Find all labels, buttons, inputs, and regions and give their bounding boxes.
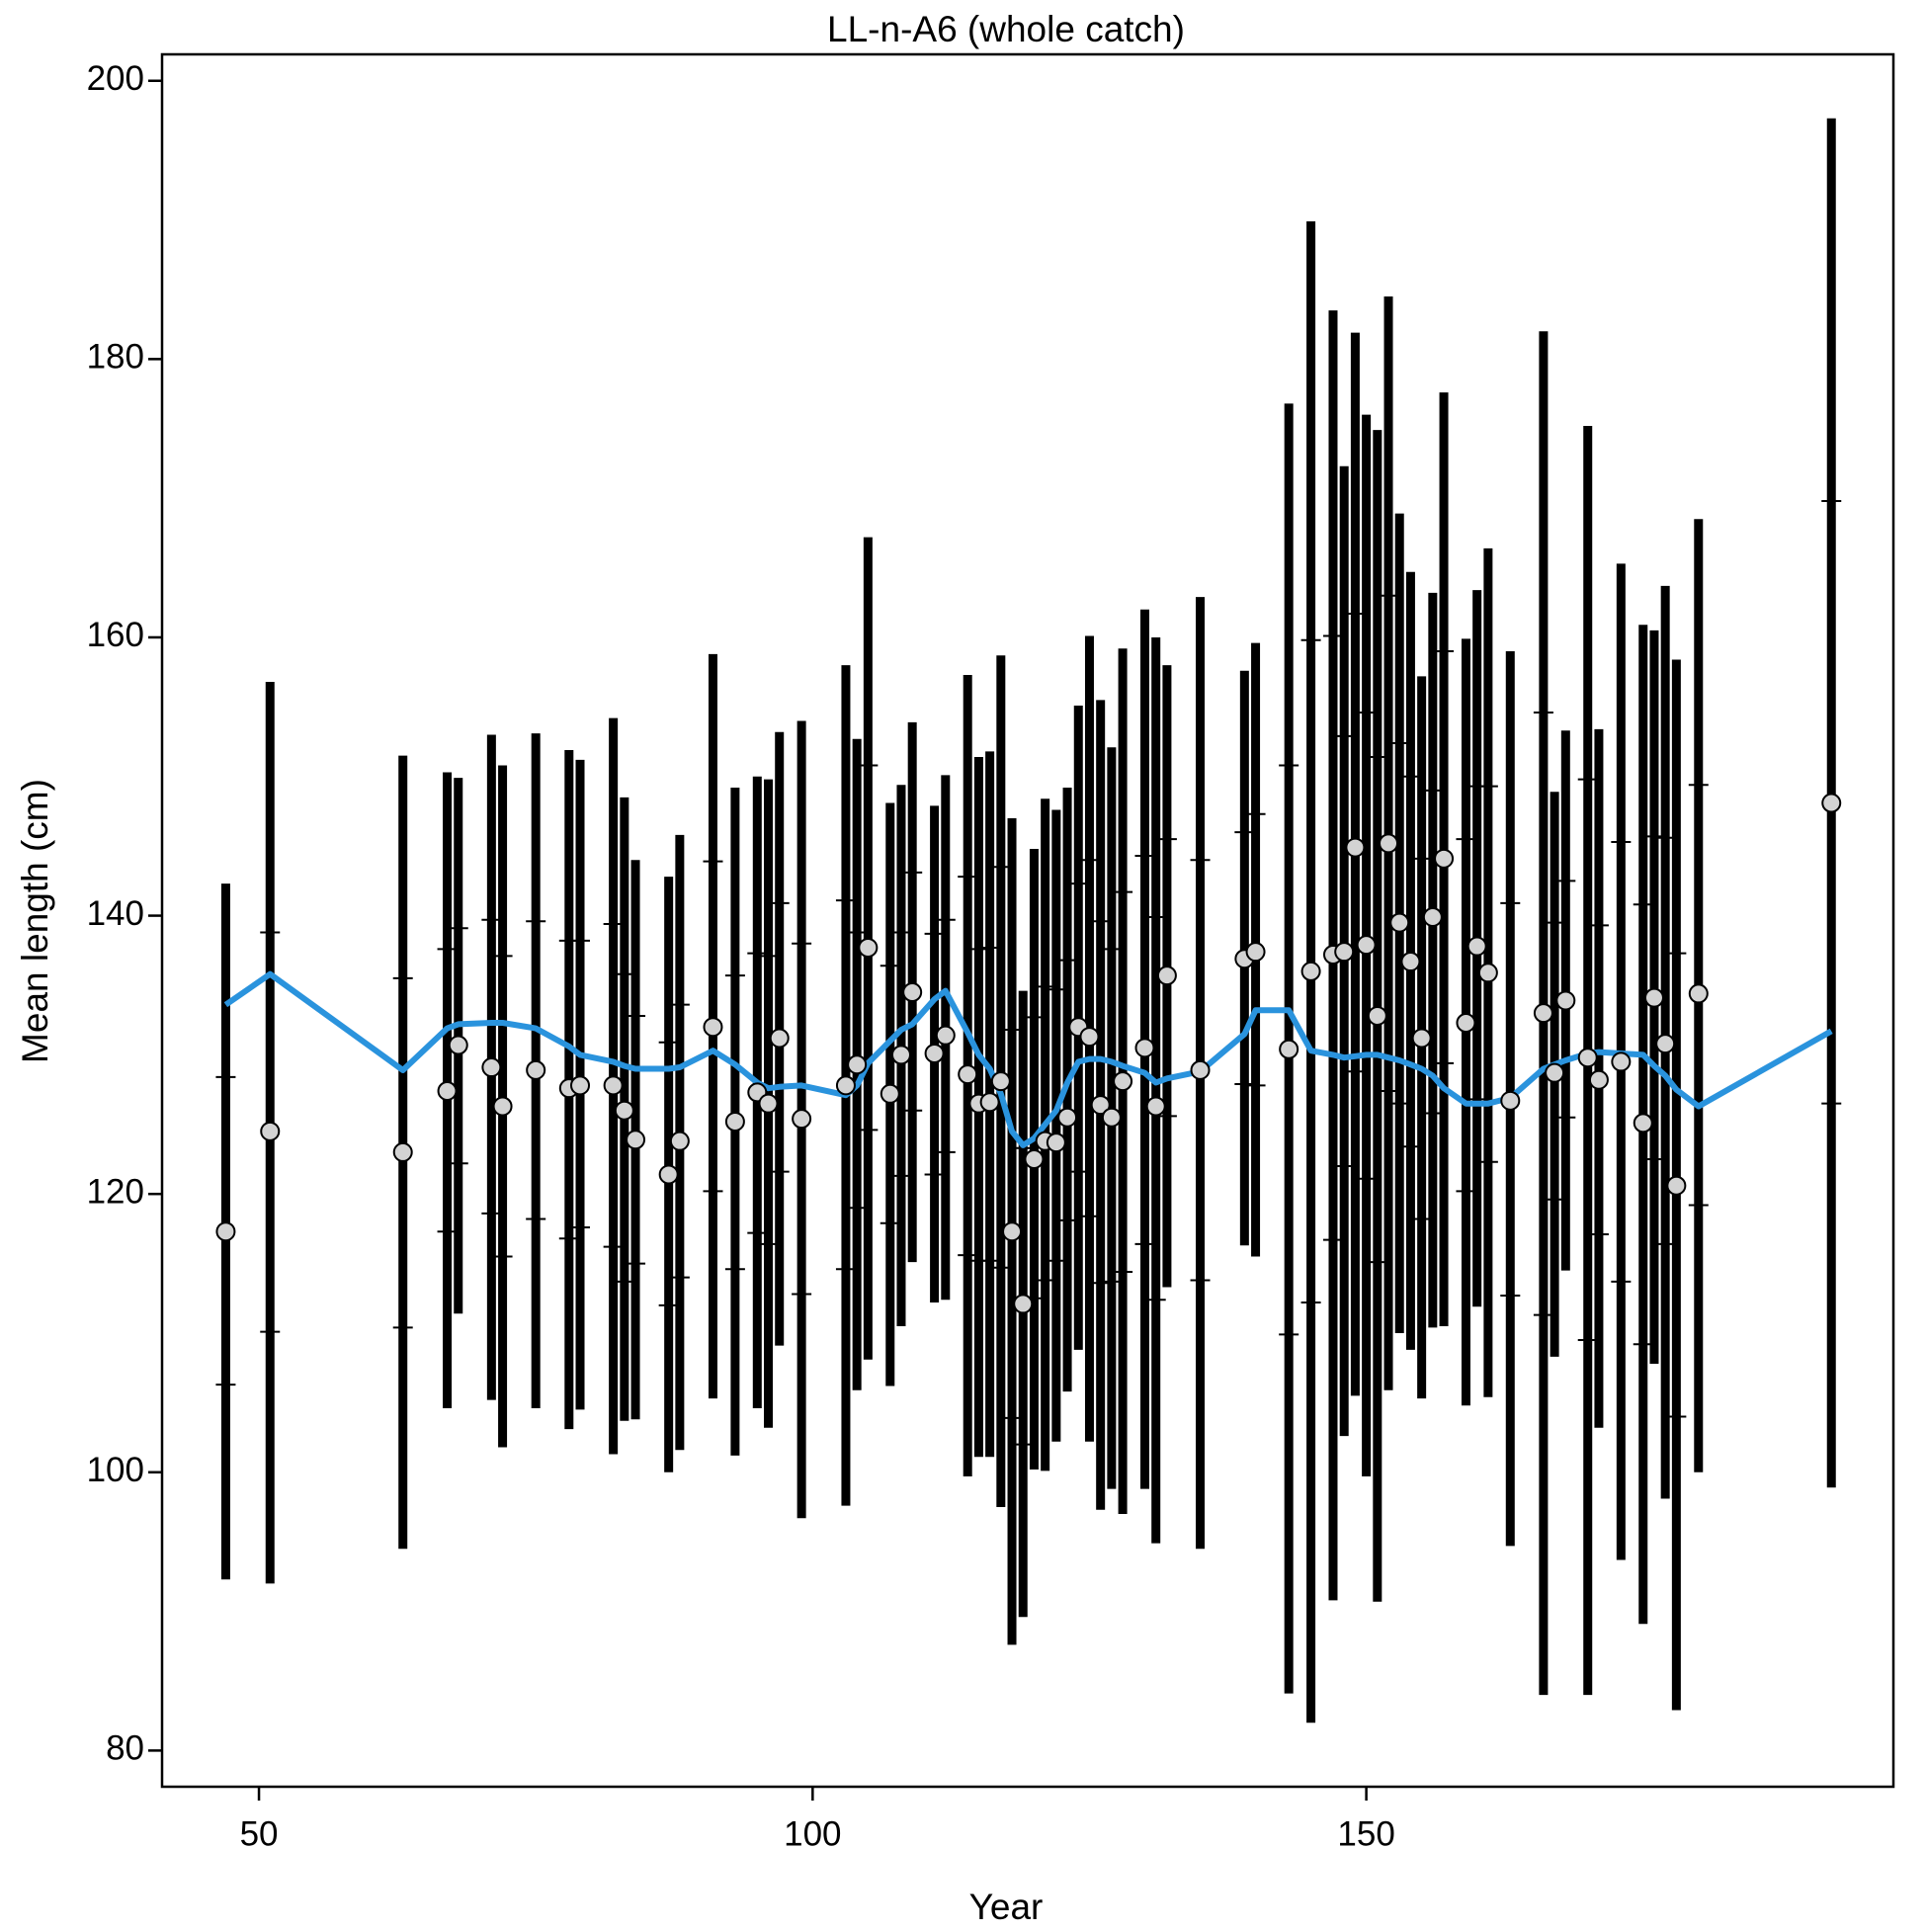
expected-line xyxy=(223,970,1833,1148)
observed-point xyxy=(724,1111,745,1132)
observed-point xyxy=(1134,1038,1155,1058)
x-tick-label: 50 xyxy=(240,1814,279,1853)
observed-point xyxy=(902,982,923,1003)
observed-point xyxy=(570,1075,591,1096)
y-tick-label: 120 xyxy=(87,1172,144,1211)
y-tick-label: 180 xyxy=(87,338,144,377)
observed-point xyxy=(1057,1107,1078,1128)
observed-point xyxy=(626,1130,646,1150)
observed-point xyxy=(481,1057,502,1078)
observed-point xyxy=(758,1093,779,1114)
observed-point xyxy=(703,1017,723,1038)
observed-point xyxy=(835,1075,856,1096)
observed-point xyxy=(1577,1048,1598,1068)
observed-point xyxy=(603,1075,624,1096)
observed-point xyxy=(1013,1294,1034,1314)
observed-point xyxy=(1245,942,1266,963)
observed-point xyxy=(1821,793,1842,813)
observed-point xyxy=(1466,936,1487,957)
observed-point xyxy=(1643,987,1664,1008)
observed-point xyxy=(880,1083,900,1104)
observed-point xyxy=(1588,1069,1609,1090)
y-tick-label: 100 xyxy=(87,1451,144,1489)
y-tick-label: 140 xyxy=(87,894,144,933)
observed-point xyxy=(1190,1059,1211,1080)
observed-point xyxy=(1101,1107,1122,1128)
observed-point xyxy=(1477,963,1498,983)
observed-point xyxy=(1655,1034,1676,1054)
observed-point xyxy=(1356,935,1377,956)
chart-title: LL-n-A6 (whole catch) xyxy=(827,9,1185,49)
observed-point xyxy=(1002,1221,1023,1242)
plot-frame xyxy=(160,52,1895,1789)
observed-point xyxy=(1090,1095,1111,1116)
observed-point xyxy=(669,1131,690,1151)
observed-point xyxy=(658,1164,679,1185)
observed-point xyxy=(1400,952,1421,972)
observed-point xyxy=(1079,1027,1100,1048)
observed-point xyxy=(1688,983,1709,1004)
observed-point xyxy=(890,1045,911,1065)
observed-point xyxy=(1024,1148,1045,1169)
observed-point xyxy=(769,1028,790,1049)
observed-point xyxy=(847,1054,868,1075)
observed-point xyxy=(1533,1003,1553,1024)
y-axis-label: Mean length (cm) xyxy=(15,779,55,1063)
observed-point xyxy=(1345,837,1366,858)
observed-point xyxy=(1279,1039,1299,1059)
observed-point xyxy=(1545,1062,1565,1083)
observed-point xyxy=(492,1096,513,1117)
observed-point xyxy=(935,1025,956,1046)
observed-point xyxy=(614,1100,634,1121)
observed-point xyxy=(792,1109,812,1130)
observed-point xyxy=(1046,1133,1066,1153)
observed-point xyxy=(1633,1113,1653,1134)
y-tick-label: 80 xyxy=(106,1729,144,1768)
observed-point xyxy=(858,937,879,958)
observed-point xyxy=(1611,1051,1632,1072)
observed-point xyxy=(437,1080,458,1101)
observed-point xyxy=(990,1071,1011,1092)
observed-point xyxy=(1411,1028,1432,1049)
observed-point xyxy=(958,1064,978,1085)
observed-point xyxy=(392,1141,413,1162)
observed-point xyxy=(1389,912,1410,933)
x-tick-label: 100 xyxy=(784,1814,841,1853)
observed-point xyxy=(1434,848,1455,869)
observed-point xyxy=(1422,906,1443,927)
x-axis-label: Year xyxy=(969,1887,1044,1927)
y-tick-label: 200 xyxy=(87,59,144,98)
observed-point xyxy=(1666,1175,1687,1196)
observed-point xyxy=(1367,1005,1387,1026)
observed-point xyxy=(1334,942,1355,963)
observed-point xyxy=(1145,1096,1166,1117)
x-tick-label: 150 xyxy=(1337,1814,1394,1853)
observed-point xyxy=(979,1092,1000,1113)
observed-point xyxy=(526,1059,546,1080)
observed-point xyxy=(924,1043,945,1063)
observed-point xyxy=(260,1121,281,1141)
observed-point xyxy=(1456,1012,1476,1033)
observed-point xyxy=(1379,833,1399,854)
observed-point xyxy=(1300,961,1321,981)
observed-point xyxy=(1113,1071,1133,1092)
observed-point xyxy=(1555,990,1576,1011)
y-tick-label: 160 xyxy=(87,616,144,654)
observed-point xyxy=(215,1221,236,1242)
observed-point xyxy=(1156,966,1177,986)
observed-point xyxy=(1500,1090,1521,1111)
observed-point xyxy=(448,1035,468,1055)
